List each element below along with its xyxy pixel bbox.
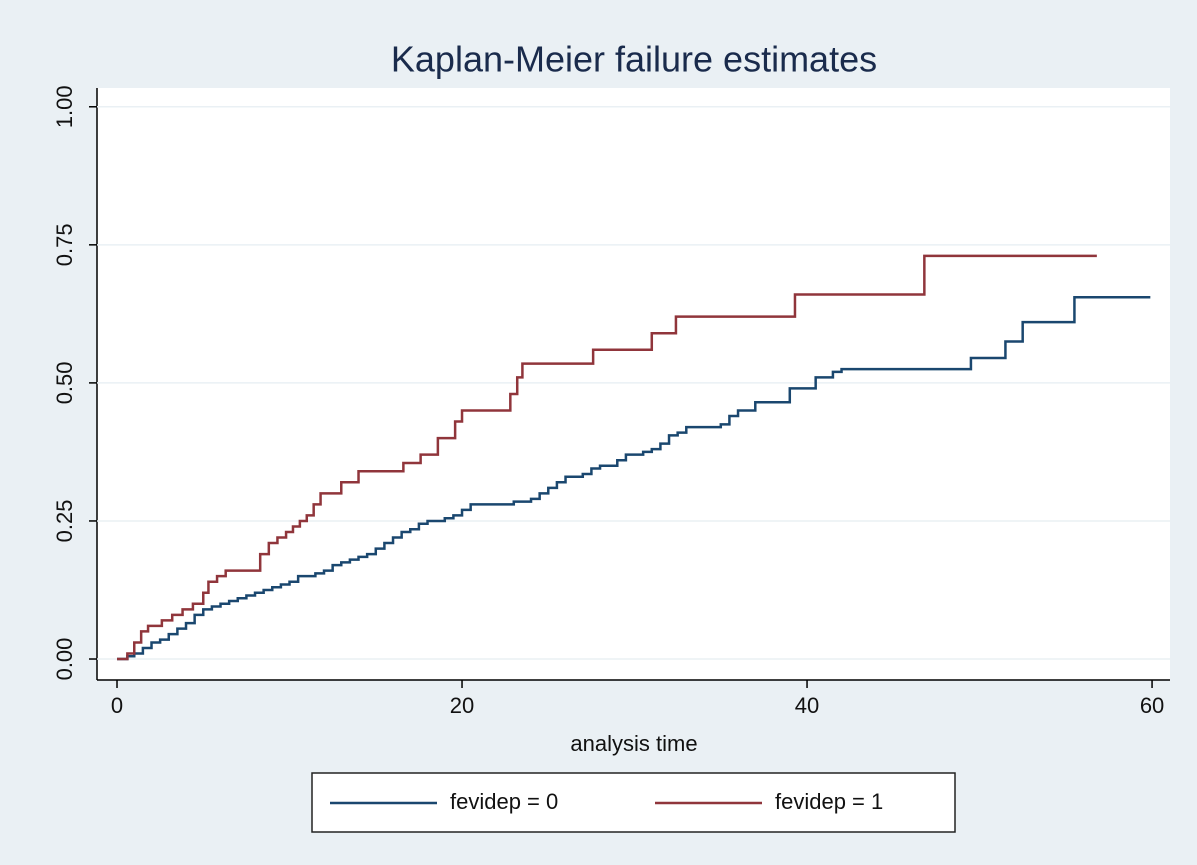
y-tick-label: 0.25 — [52, 500, 77, 543]
km-curve — [117, 296, 1151, 661]
y-tick-label: 0.75 — [52, 223, 77, 266]
legend-label: fevidep = 0 — [450, 789, 558, 814]
y-tick-label: 1.00 — [52, 85, 77, 128]
legend-label: fevidep = 1 — [775, 789, 883, 814]
x-tick-label: 40 — [795, 693, 819, 718]
x-axis-label: analysis time — [570, 731, 697, 756]
plot-area — [97, 88, 1170, 680]
x-tick-label: 60 — [1140, 693, 1164, 718]
y-tick-label: 0.50 — [52, 361, 77, 404]
x-tick-label: 20 — [450, 693, 474, 718]
km-curve — [117, 254, 1097, 661]
chart-title: Kaplan-Meier failure estimates — [391, 39, 877, 80]
y-tick-label: 0.00 — [52, 638, 77, 681]
x-tick-label: 0 — [111, 693, 123, 718]
